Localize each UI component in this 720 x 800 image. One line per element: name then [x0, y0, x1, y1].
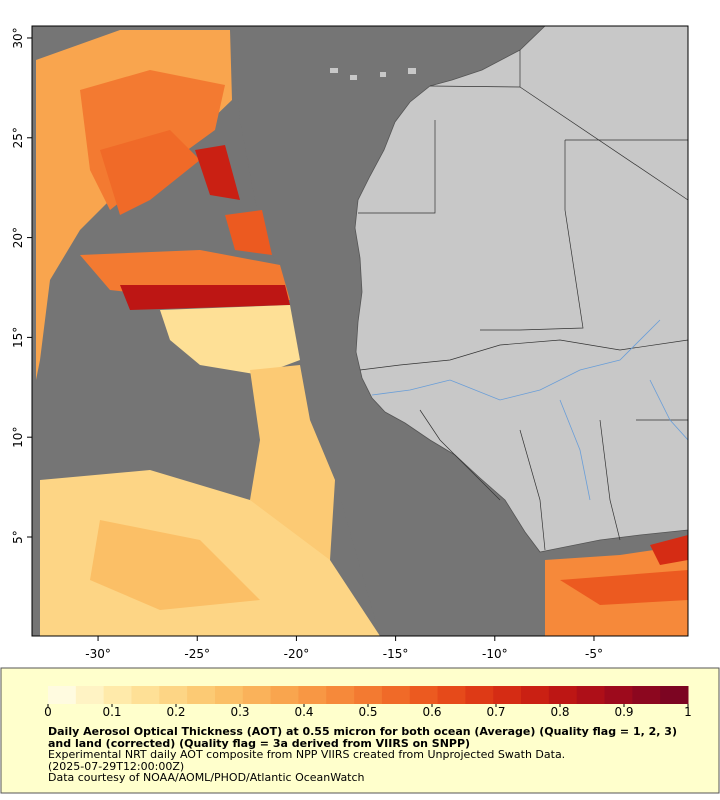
colorbar-swatch — [493, 686, 522, 704]
colorbar-tick-label: 0.7 — [486, 705, 505, 719]
colorbar-swatch — [576, 686, 606, 704]
caption: Daily Aerosol Optical Thickness (AOT) at… — [48, 726, 678, 784]
colorbar-swatch — [48, 686, 77, 704]
colorbar-swatch — [409, 686, 439, 704]
colorbar-swatch — [632, 686, 661, 704]
x-tick-label: -5° — [585, 647, 603, 661]
colorbar-tick-label: 0.5 — [358, 705, 377, 719]
x-tick-label: -20° — [284, 647, 310, 661]
colorbar-tick-label: 0.8 — [550, 705, 569, 719]
colorbar-swatch — [437, 686, 466, 704]
y-tick-label: 30° — [11, 27, 25, 48]
colorbar-swatch — [131, 686, 160, 704]
y-tick-label: 20° — [11, 227, 25, 248]
x-tick-label: -15° — [383, 647, 409, 661]
colorbar-swatch — [604, 686, 633, 704]
colorbar-swatch — [75, 686, 105, 704]
colorbar-swatch — [548, 686, 578, 704]
africa-land — [354, 26, 688, 553]
colorbar-swatch — [298, 686, 327, 704]
colorbar-swatch — [242, 686, 272, 704]
aerosol-field — [32, 26, 688, 636]
y-tick-label: 15° — [11, 327, 25, 348]
rivers — [371, 319, 688, 501]
caption-title: Daily Aerosol Optical Thickness (AOT) at… — [48, 725, 677, 750]
caption-line: (2025-07-29T12:00:00Z) — [48, 759, 185, 773]
colorbar-swatch — [465, 686, 494, 704]
colorbar-swatch — [521, 686, 550, 704]
borders — [358, 50, 688, 551]
caption-line: Data courtesy of NOAA/AOML/PHOD/Atlantic… — [48, 771, 365, 784]
x-tick-label: -30° — [85, 647, 111, 661]
colorbar-swatch — [270, 686, 299, 704]
y-tick-label: 25° — [11, 127, 25, 148]
colorbar-tick-label: 0 — [44, 705, 52, 719]
colorbar-swatch — [159, 686, 188, 704]
y-tick-label: 5° — [11, 530, 25, 544]
map — [32, 26, 688, 636]
x-tick-label: -25° — [184, 647, 210, 661]
canary-islands — [330, 68, 416, 80]
colorbar-swatch — [103, 686, 132, 704]
colorbar-swatch — [381, 686, 411, 704]
colorbar-tick-label: 0.2 — [166, 705, 185, 719]
y-tick-label: 10° — [11, 427, 25, 448]
caption-line: Experimental NRT daily AOT composite fro… — [48, 748, 566, 761]
colorbar-tick-label: 0.4 — [294, 705, 313, 719]
map-frame — [31, 25, 689, 637]
colorbar-swatch — [214, 686, 244, 704]
colorbar-swatch — [187, 686, 216, 704]
colorbar-swatch — [326, 686, 355, 704]
colorbar-tick-label: 0.9 — [614, 705, 633, 719]
colorbar-swatch — [354, 686, 383, 704]
colorbar-tick-label: 0.3 — [230, 705, 249, 719]
colorbar-tick-label: 0.6 — [422, 705, 441, 719]
colorbar-tick-label: 0.1 — [102, 705, 121, 719]
x-tick-label: -10° — [482, 647, 508, 661]
colorbar-swatch — [660, 686, 689, 704]
colorbar-tick-label: 1 — [684, 705, 692, 719]
